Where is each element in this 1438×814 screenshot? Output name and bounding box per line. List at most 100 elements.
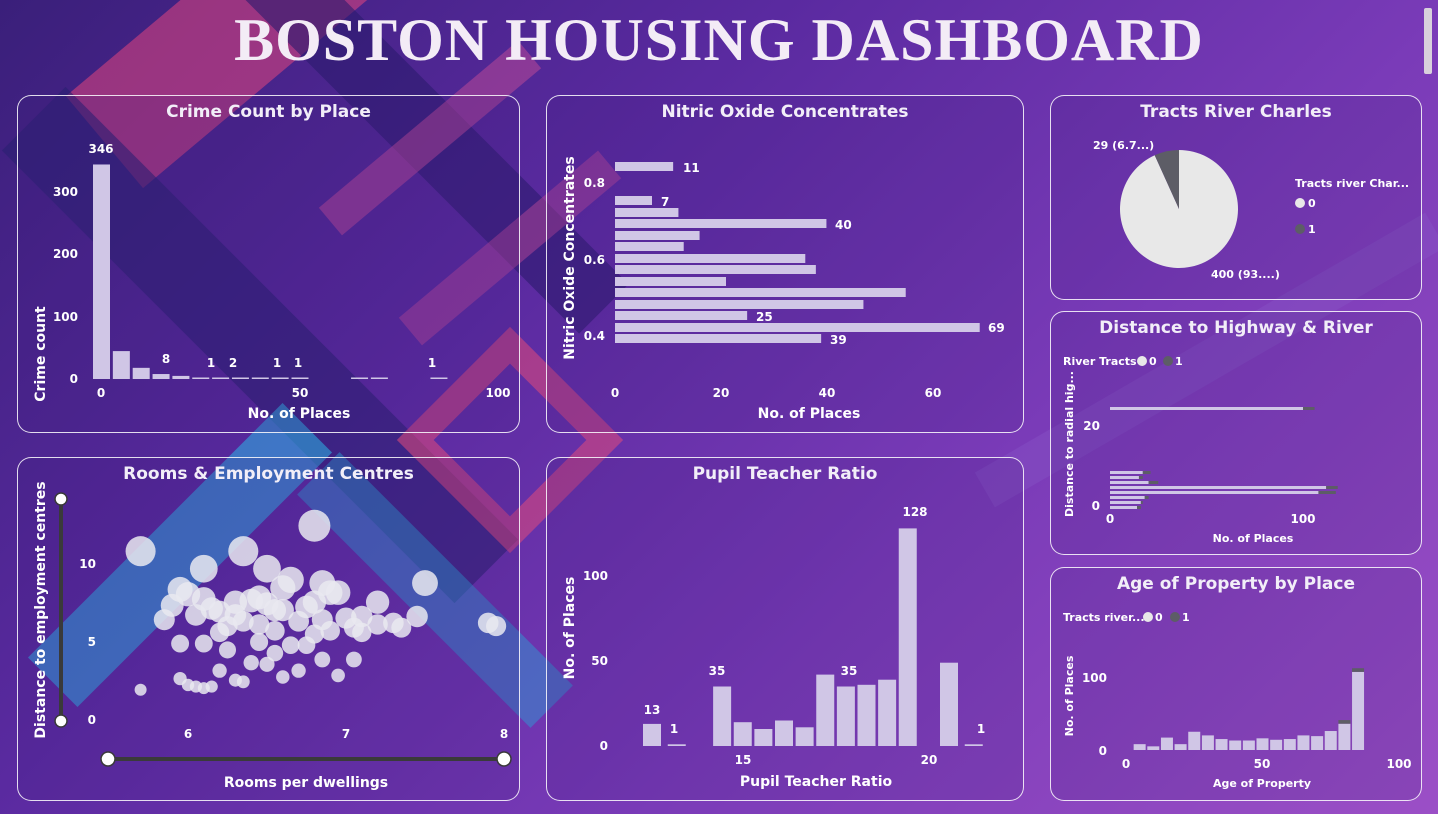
highway-bar-1[interactable] [1140,501,1143,504]
scatter-point[interactable] [314,651,331,668]
pupil-bar[interactable] [857,684,876,746]
age-bar-0[interactable] [1324,731,1337,750]
highway-bar-0[interactable] [1110,471,1143,474]
scatter-point[interactable] [317,580,343,605]
highway-bar-0[interactable] [1110,476,1139,479]
pupil-bar[interactable] [836,686,855,747]
scatter-point[interactable] [297,636,316,654]
scatter-point[interactable] [320,621,340,641]
scatter-point[interactable] [189,554,218,583]
scatter-point[interactable] [298,509,331,542]
scatter-point[interactable] [185,604,207,626]
highway-bar-1[interactable] [1326,486,1338,489]
scatter-point[interactable] [365,590,390,614]
scatter-point[interactable] [243,654,259,671]
nitric-bar[interactable] [615,288,906,297]
pupil-bar[interactable] [878,679,897,746]
scatter-point[interactable] [224,604,247,626]
nitric-bar[interactable] [615,254,806,263]
scatter-point[interactable] [228,536,259,567]
pie-slice-1[interactable] [1154,150,1179,209]
y-range-slider-handle-bottom[interactable] [54,714,68,728]
crime-bar[interactable] [291,377,309,380]
pupil-bar[interactable] [964,744,983,746]
crime-bar[interactable] [231,377,249,380]
scatter-point[interactable] [236,675,250,689]
scatter-point[interactable] [265,621,285,641]
highway-bar-1[interactable] [1144,496,1149,499]
highway-bar-0[interactable] [1110,501,1141,504]
scatter-point[interactable] [281,636,300,654]
age-legend-item[interactable]: 1 [1182,611,1190,624]
scatter-point[interactable] [383,612,404,634]
scatter-point[interactable] [194,634,213,653]
scatter-point[interactable] [335,607,357,629]
scatter-point[interactable] [218,641,237,659]
scatter-point[interactable] [250,632,269,652]
highway-bar-1[interactable] [1303,407,1315,410]
highway-bar-0[interactable] [1110,486,1327,489]
scatter-point[interactable] [486,615,507,637]
scatter-point[interactable] [248,614,270,635]
highway-bar-0[interactable] [1110,481,1149,484]
age-bar-0[interactable] [1133,744,1146,750]
scatter-point[interactable] [253,554,281,583]
crime-bar[interactable] [430,377,448,380]
scatter-point[interactable] [351,605,373,628]
crime-bar[interactable] [370,377,388,380]
crime-bar[interactable] [192,377,210,380]
nitric-bar[interactable] [615,265,816,274]
highway-bar-1[interactable] [1137,506,1141,509]
age-bar-0[interactable] [1283,739,1296,750]
age-bar-1[interactable] [1352,668,1365,672]
nitric-bar[interactable] [615,334,822,343]
river-panel[interactable]: Tracts River Charles 29 (6.7...) 400 (93… [1050,95,1422,300]
scatter-point[interactable] [266,644,284,662]
scatter-point[interactable] [270,575,296,601]
age-bar-0[interactable] [1147,746,1160,750]
age-bar-0[interactable] [1270,739,1283,750]
age-bar-0[interactable] [1297,735,1310,750]
pupil-bar[interactable] [795,727,814,746]
scatter-point[interactable] [259,656,275,672]
age-panel[interactable]: Age of Property by Place Tracts river...… [1050,567,1422,801]
pupil-bar[interactable] [775,720,793,747]
scatter-point[interactable] [406,605,428,628]
highway-legend-item[interactable]: 1 [1175,355,1183,368]
pupil-bar[interactable] [816,674,835,746]
crime-bar[interactable] [132,367,150,379]
age-bar-0[interactable] [1256,738,1269,750]
highway-bar-0[interactable] [1110,496,1145,499]
pupil-bar[interactable] [643,723,661,746]
y-range-slider-handle-top[interactable] [54,492,68,506]
crime-bar[interactable] [112,351,130,379]
crime-bar[interactable] [251,377,269,380]
rooms-panel[interactable]: Rooms & Employment Centres Distance to e… [17,457,520,801]
pupil-bar[interactable] [898,528,917,746]
pupil-bar[interactable] [713,686,732,747]
pupil-bar[interactable] [940,662,958,746]
highway-bar-1[interactable] [1148,481,1159,484]
scatter-point[interactable] [175,582,201,607]
highway-legend-item[interactable]: 0 [1149,355,1157,368]
nitric-bar[interactable] [615,219,827,228]
scatter-point[interactable] [205,680,218,693]
scatter-point[interactable] [331,668,345,683]
highway-bar-0[interactable] [1110,506,1138,509]
scatter-point[interactable] [153,609,175,631]
age-bar-1[interactable] [1338,720,1351,724]
scatter-point[interactable] [291,663,306,678]
nitric-bar[interactable] [615,242,684,251]
age-bar-0[interactable] [1174,744,1187,750]
age-bar-0[interactable] [1201,735,1214,750]
pupil-bar[interactable] [733,722,752,746]
nitric-bar[interactable] [615,311,748,320]
scatter-point[interactable] [276,670,290,684]
age-bar-0[interactable] [1311,736,1324,750]
nitric-bar[interactable] [615,277,726,286]
age-bar-0[interactable] [1229,740,1242,750]
nitric-bar[interactable] [615,208,679,217]
nitric-panel[interactable]: Nitric Oxide Concentrates Nitric Oxide C… [546,95,1024,433]
crime-bar[interactable] [271,377,289,380]
crime-bar[interactable] [93,164,110,379]
